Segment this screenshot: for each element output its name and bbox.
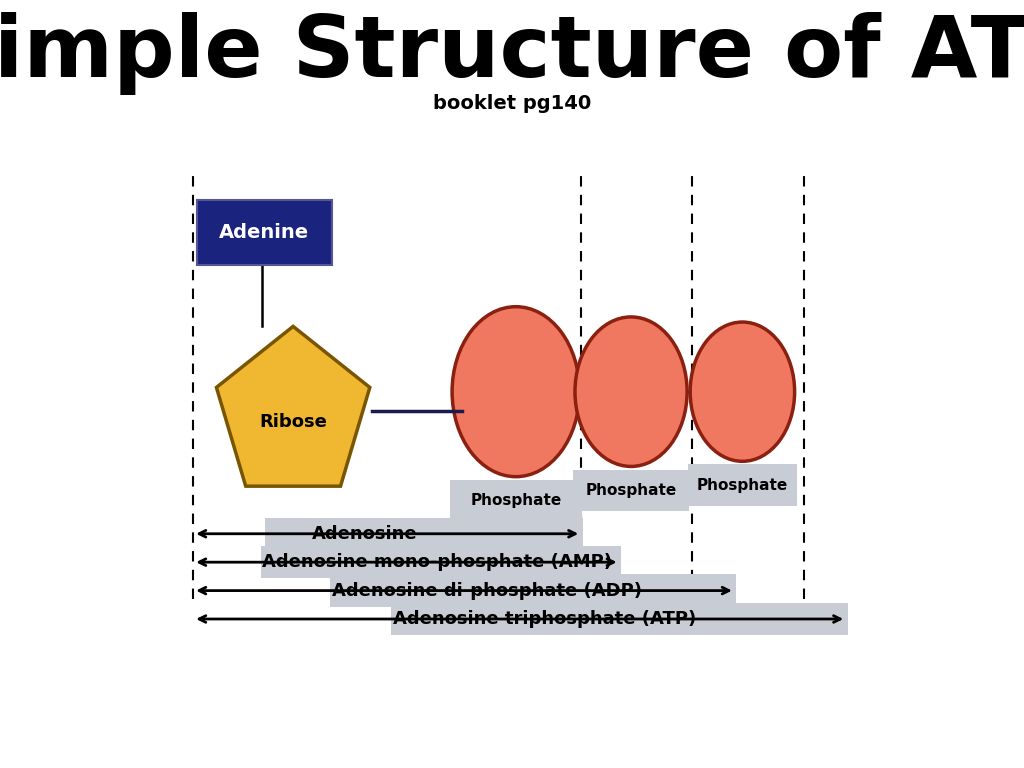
FancyBboxPatch shape [264,518,583,550]
Text: Simple Structure of ATP: Simple Structure of ATP [0,12,1024,95]
Text: Adenosine triphosphate (ATP): Adenosine triphosphate (ATP) [393,610,696,628]
FancyBboxPatch shape [572,469,689,511]
Text: Ribose: Ribose [259,413,327,432]
FancyBboxPatch shape [261,546,621,578]
Text: Phosphate: Phosphate [696,478,788,492]
Text: booklet pg140: booklet pg140 [433,94,591,113]
Ellipse shape [575,317,687,466]
Text: Adenine: Adenine [219,223,309,242]
Text: Adenosine mono-phosphate (AMP): Adenosine mono-phosphate (AMP) [262,553,612,571]
FancyBboxPatch shape [450,480,582,521]
FancyBboxPatch shape [391,603,848,635]
Text: Adenosine: Adenosine [312,525,418,543]
Ellipse shape [453,306,580,477]
FancyBboxPatch shape [330,574,736,607]
FancyBboxPatch shape [197,200,332,265]
Text: Adenosine di-phosphate (ADP): Adenosine di-phosphate (ADP) [332,581,641,600]
Ellipse shape [690,322,795,462]
FancyBboxPatch shape [688,465,797,506]
Text: Phosphate: Phosphate [586,483,677,498]
Polygon shape [216,326,370,486]
Text: Phosphate: Phosphate [470,493,561,508]
